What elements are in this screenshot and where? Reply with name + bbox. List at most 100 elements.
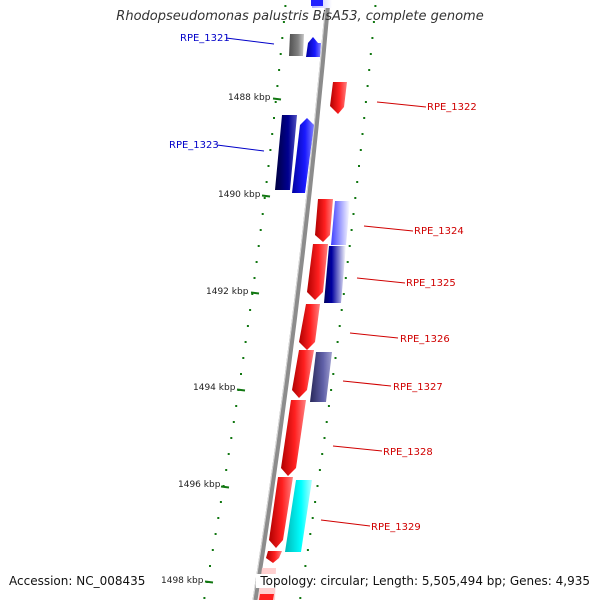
outer-track-dot bbox=[361, 133, 364, 135]
outer-track-dot bbox=[334, 357, 337, 359]
outer-track-dot bbox=[306, 549, 309, 551]
label-rpe-1325[interactable]: RPE_1325 bbox=[406, 278, 456, 289]
inner-track-dot bbox=[230, 437, 233, 439]
label-rpe-1326[interactable]: RPE_1326 bbox=[400, 334, 450, 345]
gene-arrow-rpe-1329 bbox=[269, 477, 293, 548]
gene-arrow-rpe-1321 bbox=[306, 37, 321, 57]
label-rpe-1327[interactable]: RPE_1327 bbox=[393, 382, 443, 393]
inner-track-dot bbox=[214, 533, 217, 535]
inner-track-dot bbox=[281, 37, 284, 39]
outer-track-dot bbox=[352, 213, 355, 215]
inner-track-dot bbox=[263, 197, 266, 199]
outer-track-dot bbox=[359, 149, 362, 151]
inner-track-dot bbox=[203, 597, 206, 599]
leader-rpe-1321 bbox=[225, 37, 275, 45]
gene-arrow-rpe-1325 bbox=[307, 244, 328, 300]
leader-rpe-1328 bbox=[332, 445, 383, 452]
inner-track-dot bbox=[251, 293, 254, 295]
outer-track-dot bbox=[321, 453, 324, 455]
inner-track-dot bbox=[244, 341, 247, 343]
gene-arrow-rpe-1328 bbox=[281, 400, 306, 476]
inner-track-dot bbox=[259, 229, 262, 231]
outer-track-dot bbox=[358, 165, 360, 167]
label-rpe-1324[interactable]: RPE_1324 bbox=[414, 226, 464, 237]
scale-tick-1496 bbox=[220, 485, 230, 489]
gene-block-1324b bbox=[331, 201, 350, 245]
inner-track-dot bbox=[225, 469, 228, 471]
leader-rpe-1323 bbox=[216, 144, 265, 152]
gene-block-1323a bbox=[275, 115, 297, 190]
outer-track-dot bbox=[340, 309, 343, 311]
outer-track-dot bbox=[311, 517, 314, 519]
gene-arrow-rpe-1323 bbox=[292, 118, 314, 193]
scale-label-1490: 1490 kbp bbox=[218, 190, 261, 200]
outer-track-dot bbox=[366, 85, 369, 87]
inner-track-dot bbox=[209, 565, 211, 567]
gene-arrow-rpe-1326 bbox=[299, 304, 320, 350]
outer-track-dot bbox=[316, 485, 319, 487]
backbone-highlight bbox=[252, 0, 327, 600]
outer-track-dot bbox=[318, 469, 321, 471]
outer-track-dot bbox=[342, 293, 345, 295]
outer-dot-track bbox=[299, 5, 377, 599]
backbone-arc bbox=[252, 0, 331, 600]
outer-track-dot bbox=[372, 21, 375, 23]
inner-track-dot bbox=[284, 5, 287, 7]
outer-track-dot bbox=[314, 501, 317, 503]
scale-tick-1492 bbox=[250, 291, 260, 295]
outer-track-dot bbox=[369, 53, 372, 55]
inner-track-dot bbox=[267, 165, 270, 167]
inner-track-dot bbox=[253, 277, 256, 279]
outer-track-dot bbox=[299, 597, 302, 599]
gene-block-bottom-red bbox=[259, 594, 274, 600]
label-rpe-1323[interactable]: RPE_1323 bbox=[169, 140, 219, 151]
scale-tick-1490 bbox=[261, 194, 271, 198]
outer-track-dot bbox=[309, 533, 312, 535]
inner-track-dot bbox=[257, 245, 260, 247]
outer-track-dot bbox=[336, 341, 339, 343]
inner-track-dot bbox=[278, 69, 281, 71]
inner-track-dot bbox=[274, 101, 277, 103]
scale-label-1498: 1498 kbp bbox=[161, 576, 204, 586]
gene-block-top-blue bbox=[311, 0, 323, 6]
gene-block-1327b bbox=[310, 352, 332, 402]
gene-block-1325b bbox=[324, 246, 346, 303]
outer-track-dot bbox=[364, 101, 367, 103]
scale-tick-1494 bbox=[236, 388, 246, 392]
inner-track-dot bbox=[261, 213, 264, 215]
inner-track-dot bbox=[265, 181, 268, 183]
outer-track-dot bbox=[332, 373, 335, 375]
label-rpe-1328[interactable]: RPE_1328 bbox=[383, 447, 433, 458]
outer-track-dot bbox=[374, 5, 377, 7]
gene-arrow-rpe-1324 bbox=[315, 199, 333, 242]
outer-track-dot bbox=[348, 245, 351, 247]
scale-track: 1488 kbp 1490 kbp 1492 kbp 1494 kbp 1496… bbox=[161, 93, 282, 586]
outer-track-dot bbox=[356, 181, 359, 183]
label-rpe-1321[interactable]: RPE_1321 bbox=[180, 33, 230, 44]
inner-track-dot bbox=[255, 261, 258, 263]
outer-track-dot bbox=[327, 405, 330, 407]
gene-block-1321a bbox=[289, 34, 304, 56]
inner-track-dot bbox=[246, 325, 249, 327]
scale-tick-1498 bbox=[204, 580, 214, 584]
gene-arrow-small bbox=[266, 551, 282, 563]
inner-track-dot bbox=[271, 133, 274, 135]
label-rpe-1329[interactable]: RPE_1329 bbox=[371, 522, 421, 533]
scale-label-1488: 1488 kbp bbox=[228, 93, 271, 103]
scale-label-1492: 1492 kbp bbox=[206, 287, 249, 297]
gene-arrow-rpe-1327 bbox=[292, 350, 314, 398]
label-rpe-1322[interactable]: RPE_1322 bbox=[427, 102, 477, 113]
leader-rpe-1325 bbox=[356, 277, 406, 284]
outer-track-dot bbox=[323, 437, 326, 439]
outer-track-dot bbox=[325, 421, 328, 423]
outer-track-dot bbox=[350, 229, 353, 231]
gene-arrow-rpe-1322 bbox=[330, 82, 347, 114]
inner-track-dot bbox=[273, 117, 275, 119]
gene-block-1329b bbox=[285, 480, 312, 552]
scale-label-1496: 1496 kbp bbox=[178, 480, 221, 490]
outer-track-dot bbox=[363, 117, 366, 119]
outer-track-dot bbox=[371, 37, 374, 39]
inner-track-dot bbox=[269, 149, 272, 151]
inner-track-dot bbox=[235, 405, 238, 407]
